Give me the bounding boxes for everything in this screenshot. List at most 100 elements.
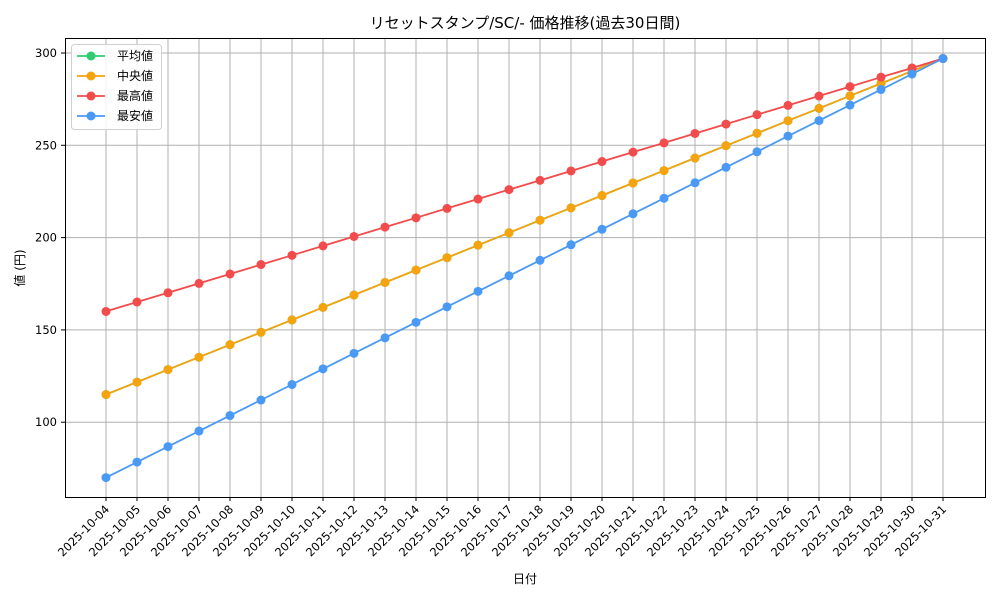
series-line <box>105 57 944 313</box>
data-point <box>380 333 390 343</box>
data-point <box>442 203 452 213</box>
series-line <box>105 57 944 479</box>
data-point <box>690 128 700 138</box>
data-point <box>752 128 762 138</box>
data-point <box>442 302 452 312</box>
data-point <box>783 116 793 126</box>
data-point <box>473 194 483 204</box>
chart-title: リセットスタンプ/SC/- 価格推移(過去30日間) <box>370 14 681 32</box>
data-point <box>287 250 297 260</box>
y-tick-label: 150 <box>35 323 57 337</box>
data-point <box>814 91 824 101</box>
data-point <box>504 185 514 195</box>
data-point <box>473 286 483 296</box>
series-line <box>105 57 944 396</box>
data-point <box>721 141 731 151</box>
data-point <box>783 131 793 141</box>
data-point <box>535 215 545 225</box>
legend-item: 平均値 <box>77 48 153 63</box>
data-point <box>659 138 669 148</box>
data-point <box>101 390 111 400</box>
legend-item: 最高値 <box>77 88 153 103</box>
data-point <box>845 100 855 110</box>
data-point <box>938 54 948 64</box>
data-point <box>504 271 514 281</box>
data-point <box>504 228 514 238</box>
data-point <box>380 277 390 287</box>
data-point <box>721 162 731 172</box>
data-point <box>752 147 762 157</box>
data-point <box>659 193 669 203</box>
legend-label: 平均値 <box>117 48 153 63</box>
data-point <box>659 166 669 176</box>
data-point <box>907 69 917 79</box>
data-point <box>535 255 545 265</box>
data-point <box>783 100 793 110</box>
data-point <box>287 380 297 390</box>
data-point <box>442 253 452 263</box>
series-layer <box>101 54 948 483</box>
legend-label: 最安値 <box>117 108 153 123</box>
series-1 <box>101 54 948 400</box>
legend-item: 最安値 <box>77 108 153 123</box>
data-point <box>628 209 638 219</box>
data-point <box>349 348 359 358</box>
legend-item: 中央値 <box>77 68 153 83</box>
data-point <box>752 110 762 120</box>
data-point <box>194 278 204 288</box>
y-tick-label: 100 <box>35 415 57 429</box>
data-point <box>876 85 886 95</box>
data-point <box>411 265 421 275</box>
y-tick-label: 300 <box>35 46 57 60</box>
data-point <box>535 175 545 185</box>
legend-marker-icon <box>86 51 96 61</box>
data-point <box>101 473 111 483</box>
x-axis-label: 日付 <box>513 572 537 586</box>
y-axis-ticks: 100 150 200 250 300 <box>35 46 65 429</box>
data-point <box>411 213 421 223</box>
series-3 <box>101 54 948 483</box>
data-point <box>845 82 855 92</box>
y-tick-label: 250 <box>35 138 57 152</box>
legend-marker-icon <box>86 71 96 81</box>
data-point <box>256 260 266 270</box>
data-point <box>163 288 173 298</box>
data-point <box>721 119 731 129</box>
data-point <box>256 395 266 405</box>
data-point <box>132 457 142 467</box>
data-point <box>225 269 235 279</box>
y-axis-label: 値 (円) <box>12 249 27 286</box>
data-point <box>194 426 204 436</box>
data-point <box>876 72 886 82</box>
data-point <box>194 352 204 362</box>
legend-label: 中央値 <box>117 68 153 83</box>
data-point <box>597 191 607 201</box>
data-point <box>380 222 390 232</box>
legend-label: 最高値 <box>117 88 153 103</box>
data-point <box>566 240 576 250</box>
data-point <box>628 147 638 157</box>
data-point <box>814 103 824 113</box>
data-point <box>163 365 173 375</box>
data-point <box>132 297 142 307</box>
data-point <box>566 203 576 213</box>
data-point <box>101 306 111 316</box>
data-point <box>597 224 607 234</box>
data-point <box>318 241 328 251</box>
data-point <box>225 411 235 421</box>
data-point <box>349 231 359 241</box>
data-point <box>473 240 483 250</box>
data-point <box>690 178 700 188</box>
data-point <box>690 153 700 163</box>
data-point <box>411 317 421 327</box>
data-point <box>132 377 142 387</box>
data-point <box>628 178 638 188</box>
data-point <box>566 166 576 176</box>
data-point <box>349 290 359 300</box>
legend-marker-icon <box>86 111 96 121</box>
legend-box <box>71 44 162 130</box>
data-point <box>225 340 235 350</box>
